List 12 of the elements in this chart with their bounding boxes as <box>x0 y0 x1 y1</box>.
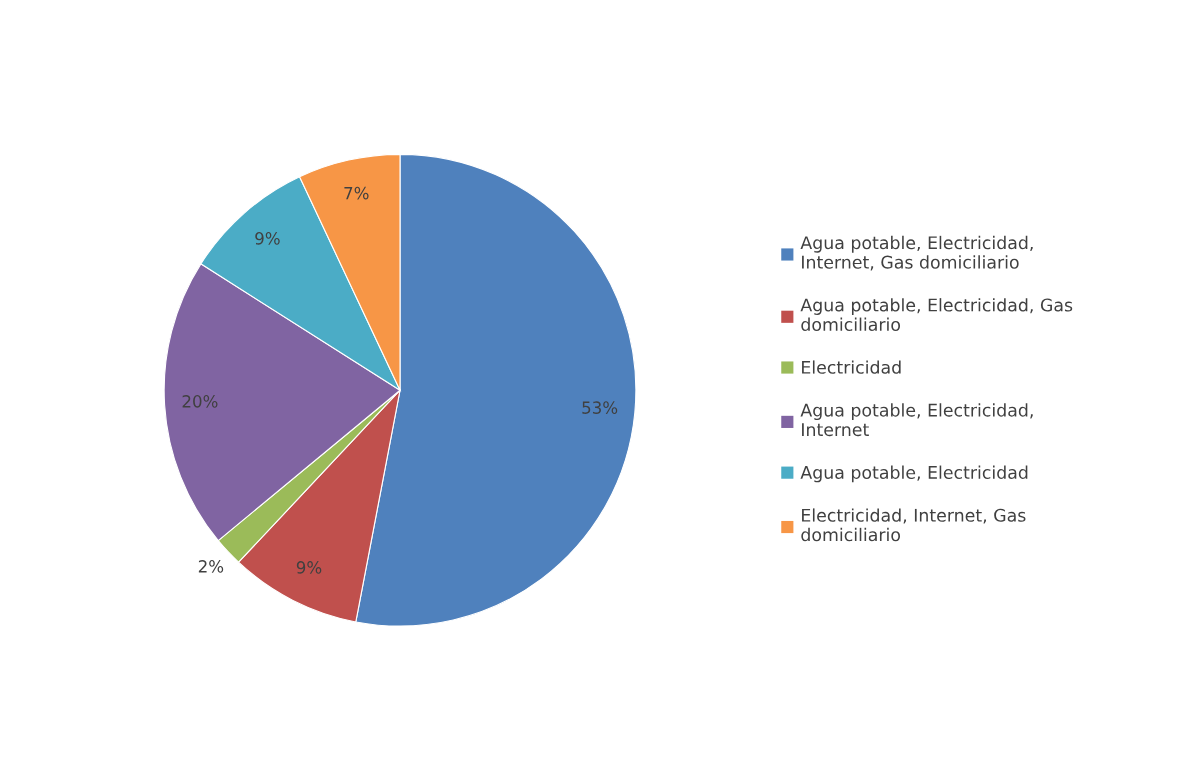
legend-label: Agua potable, Electricidad <box>800 465 1028 483</box>
data-label: 2% <box>198 560 224 573</box>
legend-label: Agua potable, Electricidad, Gas domiciliario <box>800 298 1073 332</box>
legend-label: Electricidad, Internet, Gas domiciliario <box>801 508 1026 542</box>
legend-label: Agua potable, Electricidad, Internet, Gas domiciliario <box>800 235 1033 271</box>
data-label: 9% <box>255 232 280 245</box>
data-label: 7% <box>344 186 369 200</box>
legend-label: Electricidad <box>802 360 901 374</box>
data-label: 20% <box>182 395 218 408</box>
legend-label: Agua potable, Electricidad, Internet <box>800 403 1033 437</box>
data-label: 9% <box>296 561 322 574</box>
data-label: 53% <box>582 401 618 414</box>
